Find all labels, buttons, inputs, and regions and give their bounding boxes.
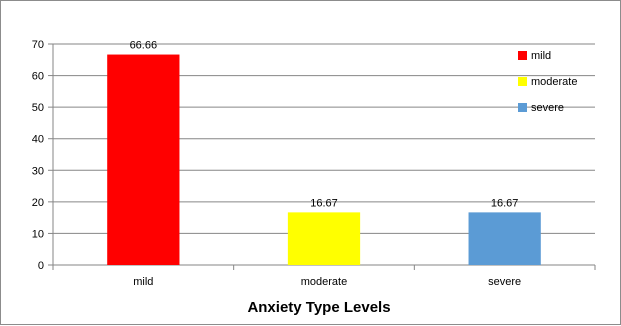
- bar-moderate: [287, 212, 361, 265]
- legend-label-severe: severe: [531, 102, 564, 114]
- bar-severe: [468, 212, 541, 265]
- y-tick-label: 60: [32, 71, 44, 83]
- bar-mild: [107, 54, 180, 265]
- legend-label-mild: mild: [531, 50, 551, 62]
- y-tick-label: 30: [32, 165, 44, 177]
- x-tick-label-mild: mild: [133, 276, 153, 288]
- x-tick-label-moderate: moderate: [301, 276, 347, 288]
- bars: [107, 54, 541, 265]
- x-axis-title: Anxiety Type Levels: [247, 299, 390, 316]
- y-tick-label: 50: [32, 102, 44, 114]
- x-tick-label-severe: severe: [488, 276, 521, 288]
- y-tick-label: 40: [32, 134, 44, 146]
- legend: mild moderate severe: [518, 50, 577, 114]
- y-tick-label: 70: [32, 39, 44, 51]
- data-label-moderate: 16.67: [310, 197, 338, 209]
- data-label-severe: 16.67: [491, 197, 519, 209]
- legend-swatch-mild: [518, 51, 527, 60]
- legend-swatch-moderate: [518, 77, 527, 86]
- legend-swatch-severe: [518, 103, 527, 112]
- legend-label-moderate: moderate: [531, 76, 577, 88]
- y-tick-label: 10: [32, 228, 44, 240]
- data-labels: 66.66 16.67 16.67: [130, 40, 519, 210]
- y-tick-label: 20: [32, 197, 44, 209]
- data-label-mild: 66.66: [130, 40, 158, 52]
- y-tick-label: 0: [38, 260, 44, 272]
